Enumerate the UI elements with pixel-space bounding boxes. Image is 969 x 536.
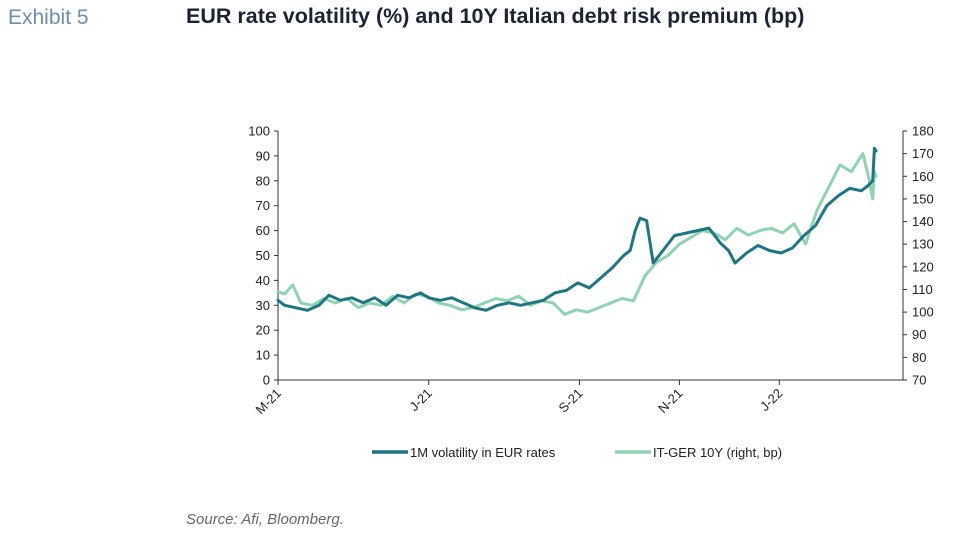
exhibit-label: Exhibit 5 — [8, 6, 89, 29]
series-lines — [276, 146, 878, 316]
y-left-tick-label: 80 — [256, 173, 270, 188]
x-tick-label: S-21 — [556, 386, 586, 416]
y-left-tick-label: 30 — [256, 298, 270, 313]
y-right-tick-label: 140 — [912, 214, 934, 229]
y-right-tick-label: 120 — [912, 259, 934, 274]
y-left-tick-label: 90 — [256, 148, 270, 163]
y-left-tick-label: 50 — [256, 248, 270, 263]
x-tick-label: N-21 — [655, 386, 686, 417]
y-right-tick-label: 100 — [912, 305, 934, 320]
y-right-tick-label: 170 — [912, 146, 934, 161]
legend: 1M volatility in EUR rates IT-GER 10Y (ri… — [372, 445, 782, 460]
y-left-tick-label: 20 — [256, 323, 270, 338]
y-right-tick-label: 150 — [912, 191, 934, 206]
x-tick-label: J-22 — [757, 386, 785, 414]
y-right-tick-label: 160 — [912, 169, 934, 184]
x-tick-label: M-21 — [253, 386, 285, 418]
y-right-tick-label: 80 — [912, 350, 926, 365]
tick-labels: 0 10 20 30 40 50 60 70 80 90 100 70 80 90 100 110 120 130… — [248, 124, 933, 418]
axes — [274, 130, 907, 385]
y-left-tick-label: 40 — [256, 273, 270, 288]
source-note: Source: Afi, Bloomberg. — [186, 511, 344, 528]
y-left-tick-label: 0 — [263, 373, 270, 388]
y-left-tick-label: 10 — [256, 348, 270, 363]
y-left-tick-label: 60 — [256, 223, 270, 238]
chart-title: EUR rate volatility (%) and 10Y Italian … — [186, 4, 805, 28]
legend-it-ger-label: IT-GER 10Y (right, bp) — [653, 445, 782, 460]
series-line-volatility — [276, 146, 878, 312]
y-left-tick-label: 100 — [248, 124, 270, 139]
x-tick-label: J-21 — [406, 386, 434, 414]
series-line-it-ger-spread — [276, 152, 878, 316]
y-right-tick-label: 130 — [912, 237, 934, 252]
y-left-tick-label: 70 — [256, 198, 270, 213]
y-right-tick-label: 90 — [912, 327, 926, 342]
legend-volatility-label: 1M volatility in EUR rates — [410, 445, 556, 460]
y-right-tick-label: 180 — [912, 124, 934, 139]
y-right-tick-label: 110 — [912, 282, 933, 297]
y-right-tick-label: 70 — [912, 373, 926, 388]
